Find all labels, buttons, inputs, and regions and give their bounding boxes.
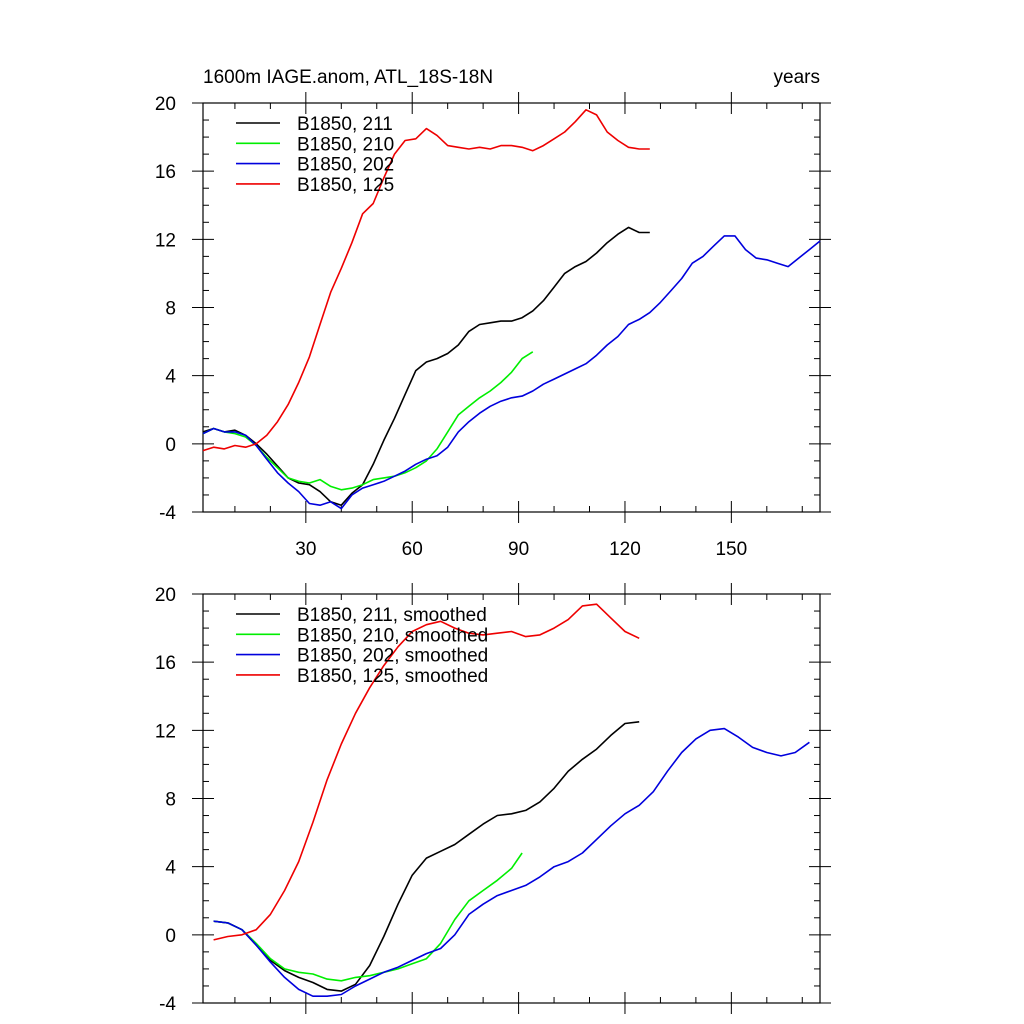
- legend-label-0: B1850, 211, smoothed: [297, 605, 487, 626]
- x-tick-label: 150: [715, 539, 747, 560]
- plot-frame: [202, 593, 821, 1004]
- legend-label-3: B1850, 125, smoothed: [297, 666, 488, 687]
- series-line-1: [213, 852, 523, 982]
- y-tick-label: 0: [165, 926, 176, 947]
- y-tick-label: -4: [159, 994, 176, 1015]
- legend-label-2: B1850, 202, smoothed: [297, 646, 488, 667]
- y-tick-label: 16: [155, 653, 176, 674]
- x-tick-label: 120: [609, 539, 641, 560]
- y-tick-label: 4: [165, 367, 176, 388]
- legend-label-3: B1850, 125: [297, 175, 394, 196]
- series-line-3: [213, 603, 640, 941]
- y-tick-label: 8: [165, 299, 176, 320]
- plot-frame: [202, 102, 821, 513]
- y-tick-label: 20: [155, 94, 176, 115]
- y-tick-label: 12: [155, 230, 176, 251]
- y-tick-label: 4: [165, 858, 176, 879]
- legend-label-1: B1850, 210: [297, 134, 394, 155]
- y-tick-label: 8: [165, 790, 176, 811]
- top-title-right: years: [774, 67, 820, 88]
- series-line-2: [202, 235, 821, 510]
- legend-label-0: B1850, 211: [297, 114, 393, 135]
- legend-label-2: B1850, 202: [297, 155, 394, 176]
- y-tick-label: 12: [155, 721, 176, 742]
- legend-label-1: B1850, 210, smoothed: [297, 625, 488, 646]
- y-tick-label: 20: [155, 585, 176, 606]
- top-panel: 1600m IAGE.anom, ATL_18S-18N years 30 60 9…: [155, 67, 831, 560]
- series-line-0: [213, 721, 640, 992]
- x-tick-label: 90: [508, 539, 529, 560]
- top-title-left: 1600m IAGE.anom, ATL_18S-18N: [203, 67, 493, 88]
- y-tick-label: 16: [155, 162, 176, 183]
- y-tick-label: 0: [165, 435, 176, 456]
- series-line-0: [202, 226, 650, 506]
- series-line-1: [202, 351, 534, 491]
- series-line-2: [213, 727, 810, 997]
- y-tick-label: -4: [159, 503, 176, 524]
- x-tick-label: 60: [402, 539, 423, 560]
- x-tick-label: 30: [295, 539, 316, 560]
- series-line-3: [202, 109, 650, 452]
